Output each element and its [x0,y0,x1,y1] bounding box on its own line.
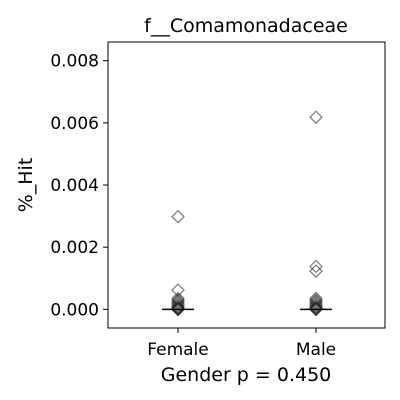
chart-title: f__Comamonadaceae [144,15,348,37]
data-point [309,293,323,307]
data-point [171,300,185,315]
y-tick-label: 0.006 [50,114,99,134]
y-tick-label: 0.000 [50,300,99,320]
data-point [171,293,185,307]
data-point [309,259,323,274]
data-point [309,264,323,278]
data-point [309,300,323,315]
data-point [171,302,185,317]
data-point [309,297,323,312]
y-tick-label: 0.004 [50,176,99,196]
x-tick-label: Female [147,340,208,360]
y-axis: 0.000 0.002 0.004 0.006 0.008 [50,52,108,320]
x-axis-label: Gender p = 0.450 [161,364,332,386]
x-tick-label: Male [296,340,336,360]
data-point [309,299,323,314]
data-point [171,299,185,314]
data-point [309,110,323,125]
data-points [162,110,332,317]
plot-frame [107,41,386,329]
y-tick-label: 0.008 [50,52,99,72]
data-point [309,302,323,317]
data-point [171,291,185,306]
data-point [171,294,185,309]
data-point [309,291,323,306]
y-tick-label: 0.002 [50,238,99,258]
data-point [171,297,185,312]
data-point [171,209,185,224]
x-axis: Female Male [147,328,336,360]
data-point [309,294,323,309]
y-axis-label: %_Hit [15,158,37,213]
